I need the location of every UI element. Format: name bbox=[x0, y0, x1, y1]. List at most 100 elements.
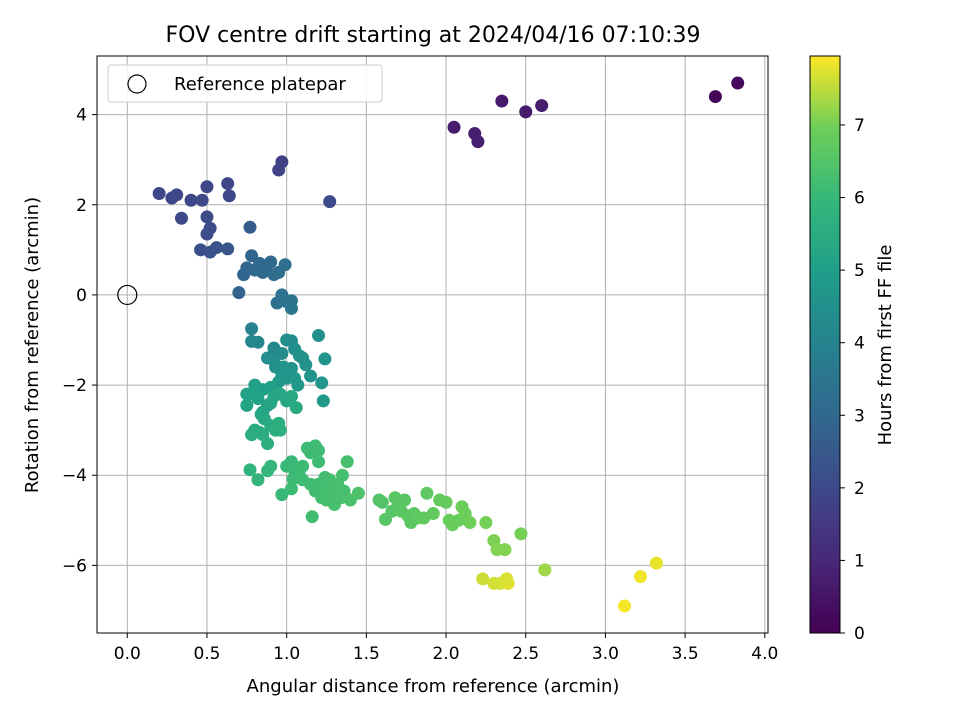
data-point bbox=[519, 105, 533, 119]
colorbar: 0 1 2 3 4 5 6 7 Hours from first FF file bbox=[809, 55, 896, 644]
x-tick-label: 0.5 bbox=[193, 644, 220, 664]
data-point bbox=[340, 455, 354, 469]
data-point bbox=[471, 135, 485, 149]
x-tick-label: 0.0 bbox=[114, 644, 141, 664]
data-point bbox=[731, 76, 745, 90]
data-point bbox=[200, 210, 214, 224]
data-point bbox=[476, 572, 490, 586]
data-point bbox=[291, 378, 305, 392]
data-point bbox=[269, 360, 283, 374]
colorbar-tick-label: 4 bbox=[854, 334, 865, 354]
data-point bbox=[152, 186, 166, 200]
data-point bbox=[251, 473, 265, 487]
data-point bbox=[210, 241, 224, 255]
colorbar-tick-label: 3 bbox=[854, 406, 865, 426]
data-point bbox=[495, 94, 509, 108]
data-point bbox=[320, 493, 334, 507]
colorbar-tick-label: 7 bbox=[854, 116, 865, 136]
y-tick-label: −4 bbox=[62, 466, 87, 486]
y-tick-label: −6 bbox=[62, 556, 87, 576]
data-point bbox=[447, 120, 461, 134]
data-point bbox=[221, 177, 235, 191]
grid bbox=[97, 56, 768, 633]
data-point bbox=[245, 322, 259, 336]
data-point bbox=[312, 328, 326, 342]
y-axis-label: Rotation from reference (arcmin) bbox=[22, 197, 43, 493]
data-point bbox=[222, 189, 236, 203]
x-axis-label: Angular distance from reference (arcmin) bbox=[247, 676, 620, 697]
colorbar-label: Hours from first FF file bbox=[875, 245, 896, 446]
data-point bbox=[284, 361, 298, 375]
data-point bbox=[312, 443, 326, 457]
data-point bbox=[304, 369, 318, 383]
data-point bbox=[375, 495, 389, 509]
data-point bbox=[299, 358, 313, 372]
data-point bbox=[261, 351, 275, 365]
data-point bbox=[261, 437, 275, 451]
legend-reference-marker bbox=[127, 74, 147, 94]
plot-frame bbox=[96, 55, 769, 634]
data-point bbox=[278, 258, 292, 272]
data-point bbox=[243, 463, 257, 477]
data-point bbox=[490, 543, 504, 557]
data-point bbox=[200, 227, 214, 241]
x-tick-label: 4.0 bbox=[751, 644, 778, 664]
legend-label: Reference platepar bbox=[174, 74, 346, 95]
data-point bbox=[315, 376, 329, 390]
data-point bbox=[420, 486, 434, 500]
data-point bbox=[240, 398, 254, 412]
data-point bbox=[538, 563, 552, 577]
x-tick-label: 3.5 bbox=[672, 644, 699, 664]
data-point bbox=[240, 387, 254, 401]
axes bbox=[96, 55, 769, 634]
colorbar-tick-label: 2 bbox=[854, 479, 865, 499]
y-tick-label: 2 bbox=[76, 196, 87, 216]
x-tick-label: 2.0 bbox=[433, 644, 460, 664]
colorbar-tick-label: 0 bbox=[854, 624, 865, 644]
data-point bbox=[275, 155, 289, 169]
data-point bbox=[351, 486, 365, 500]
data-point bbox=[633, 570, 647, 584]
data-point bbox=[708, 90, 722, 104]
colorbar-tick-label: 5 bbox=[854, 261, 865, 281]
data-point bbox=[200, 180, 214, 194]
y-tick-label: −2 bbox=[62, 376, 87, 396]
data-point bbox=[273, 423, 287, 437]
data-point bbox=[261, 464, 275, 478]
data-point bbox=[184, 193, 198, 207]
data-point bbox=[264, 255, 278, 269]
data-point bbox=[289, 401, 303, 415]
data-point bbox=[251, 335, 265, 349]
data-point bbox=[426, 507, 440, 521]
x-tick-label: 2.5 bbox=[512, 644, 539, 664]
data-point bbox=[248, 378, 262, 392]
data-point bbox=[323, 195, 337, 209]
data-point bbox=[221, 242, 235, 256]
data-point bbox=[275, 488, 289, 502]
y-tick-label: 0 bbox=[76, 286, 87, 306]
data-point bbox=[195, 193, 209, 207]
tick-marks: 0.0 0.5 1.0 1.5 2.0 2.5 3.0 3.5 4.0 4 2 0 −2 −4 −6 bbox=[62, 106, 778, 664]
data-point bbox=[500, 572, 514, 586]
data-point bbox=[318, 352, 332, 366]
data-point bbox=[439, 495, 453, 509]
data-point bbox=[232, 286, 246, 300]
data-point bbox=[316, 394, 330, 408]
data-point bbox=[170, 188, 184, 202]
colorbar-tick-label: 6 bbox=[854, 189, 865, 209]
data-point bbox=[535, 99, 549, 113]
y-tick-label: 4 bbox=[76, 106, 87, 126]
data-point bbox=[251, 392, 265, 406]
data-point bbox=[243, 220, 257, 234]
legend: Reference platepar bbox=[107, 64, 383, 103]
data-point bbox=[649, 556, 663, 570]
reference-platepar-marker bbox=[117, 284, 138, 306]
data-point bbox=[284, 482, 298, 496]
x-tick-label: 1.5 bbox=[353, 644, 380, 664]
x-tick-label: 1.0 bbox=[273, 644, 300, 664]
data-point bbox=[174, 211, 188, 225]
data-point bbox=[305, 510, 319, 524]
data-point bbox=[284, 389, 298, 403]
data-point bbox=[514, 527, 528, 541]
data-point bbox=[335, 468, 349, 482]
